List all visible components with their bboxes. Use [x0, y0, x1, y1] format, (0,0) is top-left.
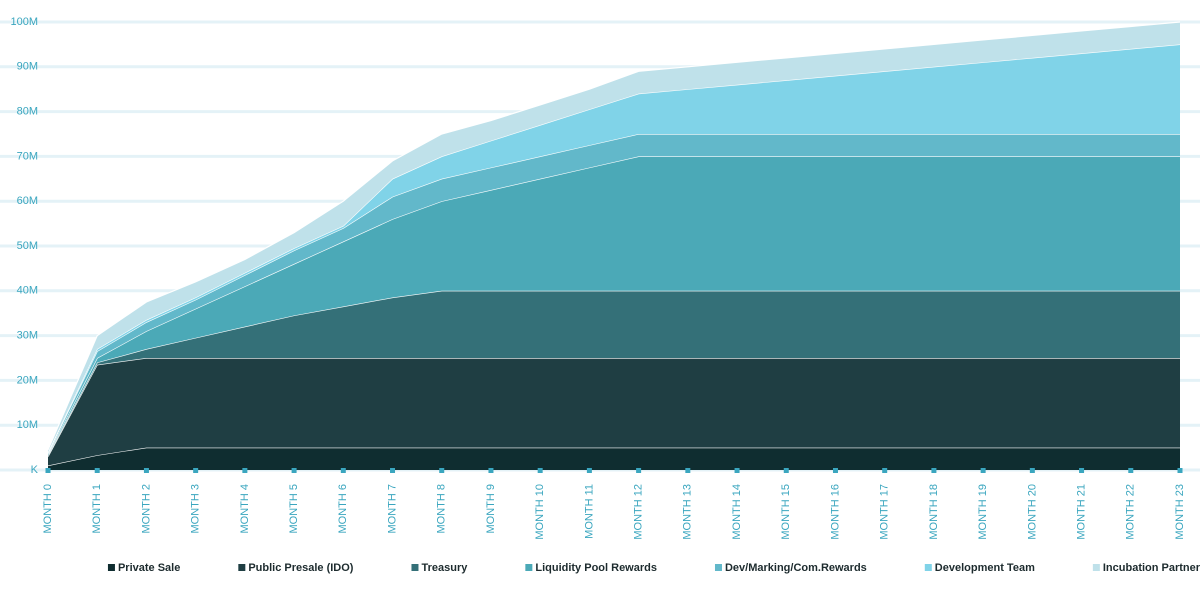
- x-tick-label: MONTH 6: [337, 484, 349, 534]
- y-tick-label: 60M: [17, 195, 38, 207]
- area: [48, 358, 1180, 466]
- x-tick-label: MONTH 7: [386, 484, 398, 534]
- x-tick: [1128, 468, 1134, 473]
- legend-label: Public Presale (IDO): [248, 562, 353, 574]
- x-tick: [685, 468, 691, 473]
- y-tick-label: 40M: [17, 285, 38, 297]
- y-tick-label: 30M: [17, 330, 38, 342]
- area: [48, 290, 1180, 457]
- x-tick-label: MONTH 10: [534, 484, 546, 540]
- x-tick-label: MONTH 3: [190, 484, 202, 534]
- x-tick: [193, 468, 199, 473]
- legend-label: Private Sale: [118, 562, 180, 574]
- legend-swatch: [411, 564, 419, 571]
- y-tick-label: 100M: [10, 16, 38, 28]
- legend-label: Liquidity Pool Rewards: [535, 562, 657, 574]
- x-tick: [390, 468, 396, 473]
- legend-swatch: [525, 564, 533, 571]
- x-tick: [488, 468, 494, 473]
- x-tick-label: MONTH 4: [239, 484, 251, 534]
- area: [48, 44, 1180, 453]
- x-tick-label: MONTH 5: [288, 484, 300, 534]
- x-tick: [143, 468, 149, 473]
- x-tick-label: MONTH 21: [1075, 484, 1087, 540]
- legend-label: Incubation Partner: [1103, 562, 1200, 574]
- x-tick-label: MONTH 15: [780, 484, 792, 540]
- legend-label: Dev/Marking/Com.Rewards: [725, 562, 867, 574]
- x-tick: [783, 468, 789, 473]
- legend-swatch: [238, 564, 246, 571]
- x-tick-label: MONTH 9: [485, 484, 497, 534]
- x-tick-label: MONTH 20: [1026, 484, 1038, 540]
- x-tick: [980, 468, 986, 473]
- x-tick-label: MONTH 11: [583, 484, 595, 539]
- y-tick-label: 20M: [17, 374, 38, 386]
- legend-swatch: [924, 564, 932, 571]
- legend: Private Sale Public Presale (IDO) Treasury…: [107, 562, 1200, 574]
- x-tick-label: MONTH 18: [928, 484, 940, 540]
- legend-label: Treasury: [421, 562, 468, 574]
- x-tick: [1029, 468, 1035, 473]
- x-tick-label: MONTH 19: [977, 484, 989, 540]
- area: [48, 156, 1180, 456]
- area: [48, 447, 1180, 470]
- y-tick-label: 10M: [17, 419, 38, 431]
- x-tick-label: MONTH 22: [1125, 484, 1137, 540]
- x-tick-label: MONTH 0: [42, 484, 54, 534]
- x-tick-label: MONTH 17: [879, 484, 891, 540]
- x-tick: [291, 468, 297, 473]
- y-tick-label: 70M: [17, 150, 38, 162]
- x-tick-label: MONTH 16: [829, 484, 841, 540]
- legend-swatch: [714, 564, 722, 571]
- x-tick-label: MONTH 14: [731, 484, 743, 540]
- x-tick-label: MONTH 12: [633, 484, 645, 540]
- x-tick: [1079, 468, 1085, 473]
- x-tick-label: MONTH 1: [91, 484, 103, 534]
- x-tick: [1177, 468, 1183, 473]
- y-tick-label: 80M: [17, 106, 38, 118]
- x-tick: [586, 468, 592, 473]
- x-tick: [832, 468, 838, 473]
- y-tick-label: K: [31, 464, 39, 476]
- legend-swatch: [107, 564, 115, 571]
- x-tick: [242, 468, 248, 473]
- x-tick: [340, 468, 346, 473]
- x-tick: [439, 468, 445, 473]
- x-tick: [94, 468, 100, 473]
- y-tick-label: 50M: [17, 240, 38, 252]
- area-edge: [47, 21, 1181, 451]
- x-tick: [636, 468, 642, 473]
- legend-swatch: [1092, 564, 1100, 571]
- x-tick-label: MONTH 2: [140, 484, 152, 534]
- x-tick: [882, 468, 888, 473]
- x-tick-label: MONTH 23: [1174, 484, 1186, 540]
- x-tick: [734, 468, 740, 473]
- x-tick: [931, 468, 937, 473]
- x-tick-label: MONTH 13: [682, 484, 694, 540]
- x-tick: [537, 468, 543, 473]
- x-tick-label: MONTH 8: [436, 484, 448, 534]
- legend-label: Development Team: [935, 562, 1035, 574]
- x-tick: [45, 468, 51, 473]
- y-tick-label: 90M: [17, 61, 38, 73]
